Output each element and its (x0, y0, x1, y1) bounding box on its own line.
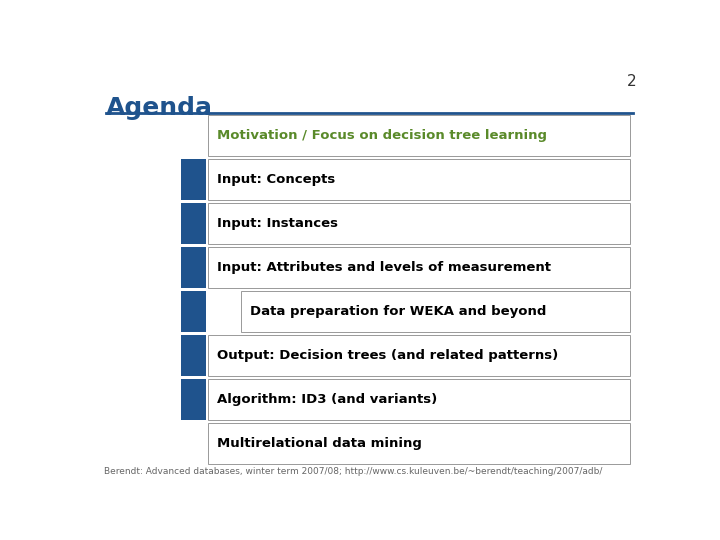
FancyBboxPatch shape (181, 332, 206, 335)
Text: Motivation / Focus on decision tree learning: Motivation / Focus on decision tree lear… (217, 129, 547, 142)
Text: 2: 2 (626, 74, 636, 89)
Text: Data preparation for WEKA and beyond: Data preparation for WEKA and beyond (251, 305, 546, 318)
FancyBboxPatch shape (181, 159, 206, 420)
FancyBboxPatch shape (208, 379, 630, 420)
FancyBboxPatch shape (208, 247, 630, 288)
FancyBboxPatch shape (208, 115, 630, 156)
Text: Input: Instances: Input: Instances (217, 217, 338, 230)
Text: Berendt: Advanced databases, winter term 2007/08; http://www.cs.kuleuven.be/~ber: Berendt: Advanced databases, winter term… (104, 467, 603, 476)
FancyBboxPatch shape (181, 244, 206, 247)
FancyBboxPatch shape (181, 288, 206, 291)
FancyBboxPatch shape (208, 159, 630, 200)
Text: Output: Decision trees (and related patterns): Output: Decision trees (and related patt… (217, 349, 558, 362)
Text: Input: Concepts: Input: Concepts (217, 173, 336, 186)
Text: Algorithm: ID3 (and variants): Algorithm: ID3 (and variants) (217, 393, 437, 406)
FancyBboxPatch shape (241, 291, 630, 332)
FancyBboxPatch shape (208, 423, 630, 464)
FancyBboxPatch shape (181, 376, 206, 379)
FancyBboxPatch shape (208, 335, 630, 376)
FancyBboxPatch shape (181, 200, 206, 203)
Text: Input: Attributes and levels of measurement: Input: Attributes and levels of measurem… (217, 261, 551, 274)
Text: Agenda: Agenda (106, 96, 212, 119)
FancyBboxPatch shape (208, 203, 630, 244)
Text: Multirelational data mining: Multirelational data mining (217, 437, 422, 450)
